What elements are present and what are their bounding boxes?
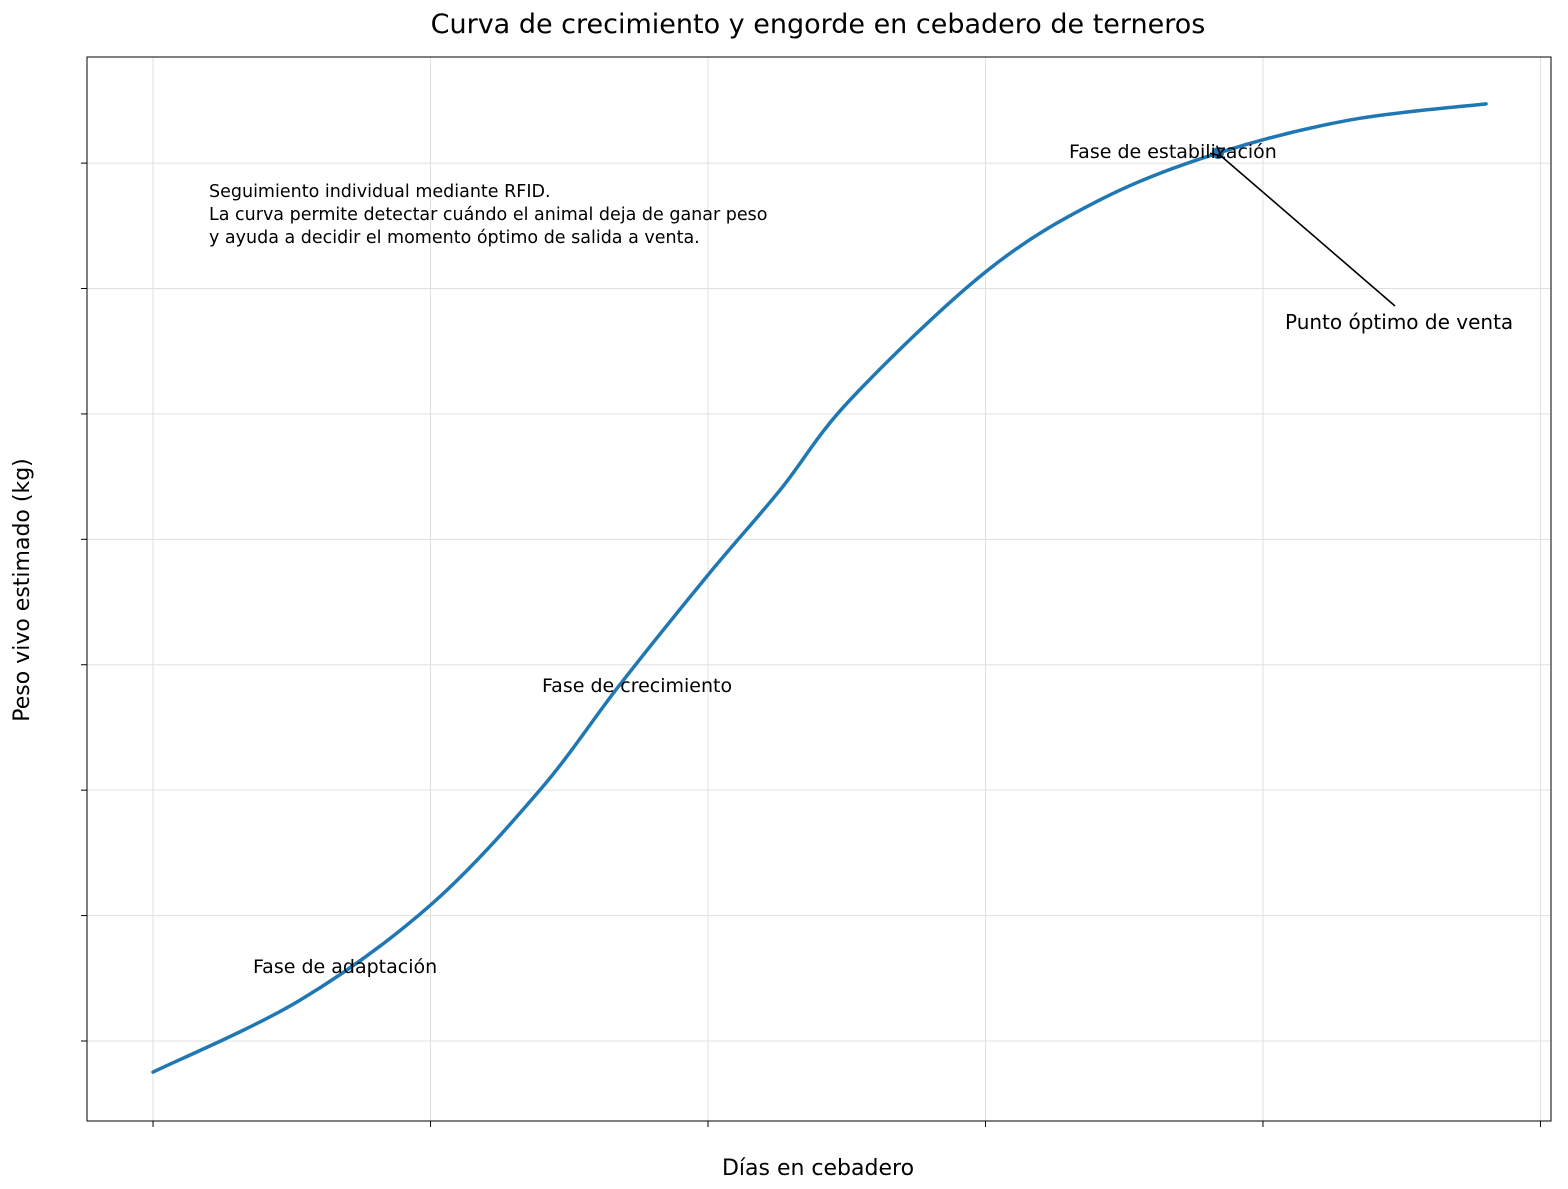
grid [87, 57, 1551, 1121]
chart-title: Curva de crecimiento y engorde en cebade… [431, 9, 1206, 40]
ticks [81, 162, 1541, 1127]
info-line-3: y ayuda a decidir el momento óptimo de s… [209, 228, 700, 248]
x-axis-label: Días en cebadero [722, 1156, 914, 1181]
annotation-adaptacion: Fase de adaptación [253, 956, 437, 978]
axes-frame [86, 56, 1552, 1122]
info-line-1: Seguimiento individual mediante RFID. [209, 182, 551, 202]
y-axis-label: Peso vivo estimado (kg) [10, 458, 35, 721]
annotation-venta: Punto óptimo de venta [1285, 310, 1513, 334]
info-line-2: La curva permite detectar cuándo el anim… [209, 205, 767, 225]
annotation-crecimiento: Fase de crecimiento [542, 675, 732, 697]
annotation-arrow [1221, 156, 1396, 307]
growth-curve [151, 102, 1488, 1074]
annotation-estabilizacion: Fase de estabilización [1069, 141, 1277, 163]
